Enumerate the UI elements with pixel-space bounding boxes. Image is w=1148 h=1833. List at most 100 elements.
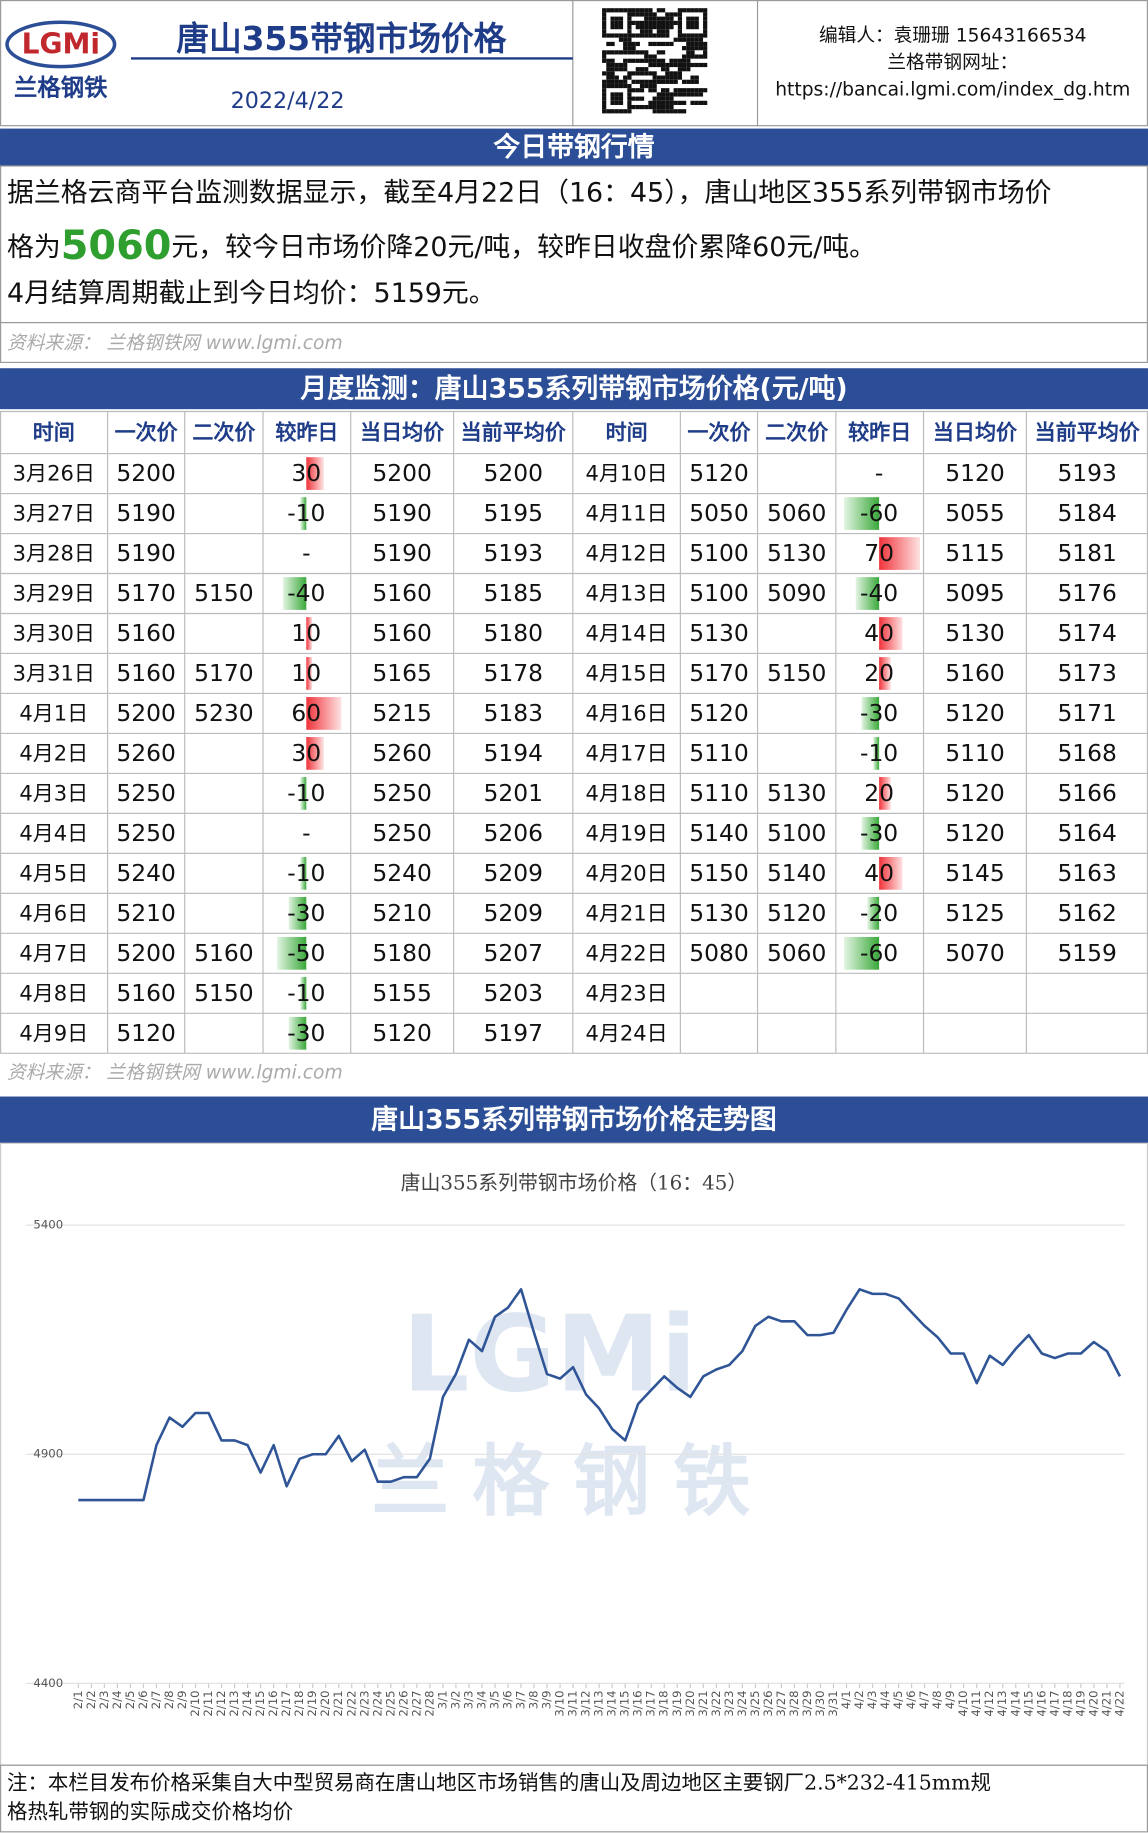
table-header: 当日均价 [933,420,1018,445]
qr-cell [698,92,704,97]
qr-cell [644,50,649,55]
x-tick-label: 3/19 [670,1690,684,1716]
x-tick-label: 2/27 [409,1690,423,1716]
qr-cell [635,96,640,101]
table-cell: 5160 [945,659,1005,687]
change-bar [879,617,903,650]
qr-cell [677,71,683,76]
qr-cell [665,96,670,101]
table-cell: 5120 [689,699,748,727]
qr-cell [665,71,670,76]
qr-cell [690,75,695,80]
qr-cell [602,92,607,97]
qr-cell [677,109,683,114]
price-line [78,1288,1122,1502]
qr-cell [635,12,640,17]
section-bar [0,128,1148,166]
table-cell: -10 [287,779,325,807]
qr-cell [677,62,683,68]
qr-cell [690,79,695,84]
table-cell: 5050 [689,499,748,527]
qr-cell [644,71,649,76]
qr-cell [694,75,699,80]
qr-cell [656,25,661,30]
qr-cell [644,29,649,34]
qr-cell [635,50,640,55]
qr-cell [665,29,670,34]
table-cell: 5120 [945,819,1005,847]
qr-cell [602,79,607,84]
qr-cell [690,33,695,38]
qr-cell [614,16,619,21]
x-tick-label: 4/3 [865,1690,879,1709]
qr-cell [677,12,683,17]
summary-text: 格为 [7,231,61,262]
summary-text: 据兰格云商平台监测数据显示，截至4月22日（16：45），唐山地区355系列带钢… [7,178,1052,209]
section-bar [0,1096,1148,1144]
qr-cell [686,88,691,93]
qr-cell [656,41,661,47]
summary-text: 4月结算周期截止到今日均价：5159元。 [7,278,496,309]
qr-cell [660,41,666,47]
table-cell: 4月4日 [19,821,88,846]
x-tick-label: 3/18 [657,1690,671,1716]
x-tick-label: 2/7 [149,1690,163,1709]
table-cell: 4月19日 [585,821,667,846]
table-cell: 3月28日 [13,541,95,566]
table-cell: 5200 [116,939,176,967]
qr-cell [648,29,653,34]
qr-cell [673,88,678,93]
table-cell: 5178 [483,659,543,687]
x-tick-label: 2/22 [344,1690,358,1716]
qr-cell [639,8,645,13]
qr-cell [623,37,628,42]
qr-cell [656,79,661,84]
x-tick-label: 2/17 [279,1690,293,1716]
note: 注：本栏目发布价格采集自大中型贸易商在唐山地区市场销售的唐山及周边地区主要钢厂2… [7,1770,991,1794]
table-cell: -40 [287,579,325,607]
summary-text: 元，较今日市场价降20元/吨，较昨日收盘价累降60元/吨。 [171,231,876,262]
qr-cell [618,37,624,42]
table-cell: 5162 [1057,899,1117,927]
qr-cell [694,33,699,38]
qr-cell [648,104,653,110]
qr-cell [652,100,657,105]
x-tick-label: 4/21 [1099,1690,1113,1716]
table-cell: 5130 [689,899,748,927]
x-tick-label: 2/4 [110,1690,124,1709]
x-tick-label: 3/9 [540,1690,554,1709]
table-cell: 5150 [194,579,254,607]
x-tick-label: 3/20 [683,1690,697,1716]
qr-cell [610,41,615,47]
qr-cell [669,92,674,97]
table-header: 时间 [33,420,75,445]
table-cell: 5120 [945,699,1005,727]
qr-cell [652,20,657,26]
qr-cell [627,20,632,26]
qr-cell [644,25,649,30]
x-tick-label: 3/16 [631,1690,645,1716]
x-tick-label: 3/22 [709,1690,723,1716]
qr-cell [682,88,687,93]
qr-cell [614,79,619,84]
table-cell: 4月10日 [585,461,667,486]
x-tick-label: 3/13 [592,1690,606,1716]
table-cell: 4月6日 [19,901,88,926]
qr-cell [686,50,691,55]
qr-cell [618,16,624,21]
table-cell: 5201 [483,779,543,807]
table-header: 较昨日 [275,420,338,445]
table-cell: 5170 [689,659,748,687]
logo: LGMi [22,28,100,61]
qr-cell [602,96,607,101]
x-tick-label: 4/8 [930,1690,944,1709]
qr-cell [639,58,645,63]
y-tick-label: 4900 [33,1447,63,1461]
qr-cell [694,41,699,47]
qr-cell [627,109,632,114]
qr-cell [703,100,708,105]
qr-cell [703,29,708,34]
summary-text: 格为5060元，较今日市场价降20元/吨，较昨日收盘价累降60元/吨。 [7,222,876,268]
qr-cell [610,33,615,38]
table-cell: 3月26日 [13,461,95,486]
